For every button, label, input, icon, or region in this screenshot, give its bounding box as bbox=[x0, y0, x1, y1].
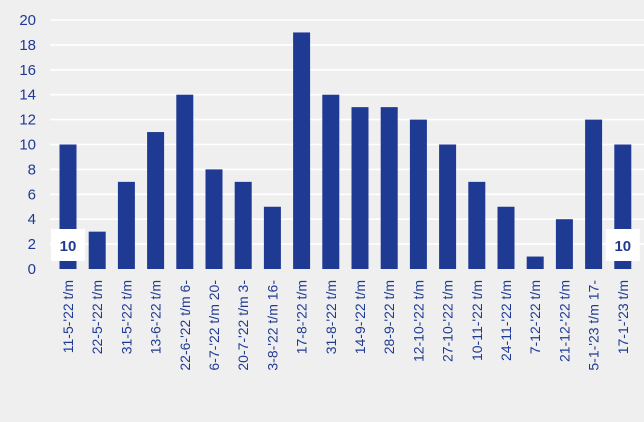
bar-2 bbox=[88, 231, 106, 269]
data-label: 10 bbox=[614, 238, 631, 255]
bar-14 bbox=[439, 144, 457, 269]
y-tick-label: 20 bbox=[19, 12, 36, 29]
x-tick-label: 10-11-'22 t/m bbox=[469, 280, 485, 361]
x-tick-label: 5-1-'23 t/m 17- bbox=[586, 280, 602, 371]
bar-18 bbox=[555, 219, 573, 269]
x-tick-label: 3-8-'22 t/m 16- bbox=[264, 280, 280, 371]
bar-19 bbox=[585, 119, 603, 269]
bar-9 bbox=[293, 32, 311, 270]
x-tick-label: 17-1-'23 t/m bbox=[615, 280, 631, 354]
x-tick-label: 20-7-'22 t/m 3- bbox=[235, 280, 251, 371]
data-label: 10 bbox=[60, 238, 77, 255]
x-tick-label: 17-8-'22 t/m bbox=[294, 280, 310, 354]
data-label-box bbox=[605, 229, 640, 261]
data-labels: 10 10 bbox=[51, 229, 640, 261]
bar-4 bbox=[147, 132, 165, 269]
x-tick-label: 7-12-'22 t/m bbox=[527, 280, 543, 354]
bar-7 bbox=[234, 181, 252, 269]
x-tick-label: 12-10-'22 t/m bbox=[410, 280, 426, 362]
y-tick-label: 4 bbox=[28, 211, 36, 228]
bars bbox=[59, 32, 632, 270]
y-tick-label: 18 bbox=[19, 37, 36, 54]
x-tick-label: 6-7-'22 t/m 20- bbox=[206, 280, 222, 371]
bar-10 bbox=[322, 94, 340, 269]
bar-5 bbox=[176, 94, 194, 269]
bar-11 bbox=[351, 107, 369, 270]
x-tick-label: 24-11-'22 t/m bbox=[498, 280, 514, 361]
y-tick-label: 0 bbox=[28, 261, 36, 278]
x-axis: 11-5-'22 t/m 22-5-'22 t/m 31-5-'22 t/m 13-6… bbox=[60, 280, 631, 371]
x-tick-label: 31-5-'22 t/m bbox=[118, 280, 134, 354]
y-tick-label: 14 bbox=[19, 87, 36, 104]
bar-13 bbox=[409, 119, 427, 269]
bar-3 bbox=[117, 181, 135, 269]
y-tick-label: 8 bbox=[28, 161, 36, 178]
x-tick-label: 22-5-'22 t/m bbox=[89, 280, 105, 354]
bar-17 bbox=[526, 256, 544, 269]
data-label-box bbox=[51, 229, 85, 261]
x-tick-label: 31-8-'22 t/m bbox=[323, 280, 339, 354]
x-tick-label: 22-6-'22 t/m 6- bbox=[177, 280, 193, 371]
bar-15 bbox=[468, 181, 486, 269]
y-tick-label: 6 bbox=[28, 186, 36, 203]
gridlines bbox=[50, 19, 644, 245]
y-axis: 0 2 4 6 8 10 12 14 16 18 20 bbox=[19, 12, 36, 278]
x-tick-label: 27-10-'22 t/m bbox=[440, 280, 456, 362]
bar-12 bbox=[380, 107, 398, 270]
bar-8 bbox=[263, 206, 281, 269]
y-tick-label: 10 bbox=[19, 137, 36, 154]
y-tick-label: 16 bbox=[19, 62, 36, 79]
x-tick-label: 11-5-'22 t/m bbox=[60, 280, 76, 353]
bar-6 bbox=[205, 169, 223, 269]
x-tick-label: 14-9-'22 t/m bbox=[352, 280, 368, 354]
y-tick-label: 2 bbox=[28, 236, 36, 253]
x-tick-label: 28-9-'22 t/m bbox=[381, 280, 397, 354]
x-tick-label: 13-6-'22 t/m bbox=[148, 280, 164, 354]
bar-16 bbox=[497, 206, 515, 269]
x-tick-label: 21-12-'22 t/m bbox=[556, 280, 572, 362]
y-tick-label: 12 bbox=[19, 112, 36, 129]
